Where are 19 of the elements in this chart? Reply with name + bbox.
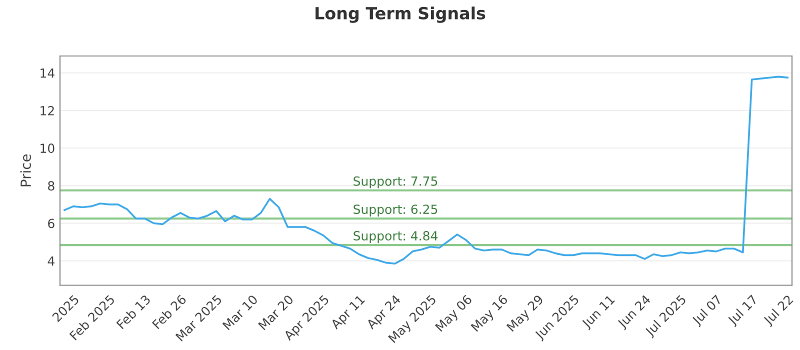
x-tick-label: Mar 10: [222, 294, 258, 330]
chart-title: Long Term Signals: [316, 6, 486, 23]
y-tick-label: 10: [40, 144, 54, 154]
x-tick-label: Jul 22: [762, 294, 796, 328]
y-axis-title: Price: [20, 154, 31, 186]
y-tick-label: 14: [40, 68, 54, 78]
x-tick-label: Jul 17: [726, 294, 760, 328]
y-tick-label: 12: [40, 106, 54, 116]
ref-line-label: Support: 4.84: [354, 231, 438, 243]
x-tick-label: Apr 11: [330, 294, 367, 332]
ref-line-label: Support: 6.25: [354, 204, 438, 216]
ref-line-label: Support: 7.75: [354, 176, 438, 188]
line-series: [64, 76, 788, 265]
y-tick-label: 8: [48, 181, 54, 191]
y-tick-label: 6: [48, 218, 54, 228]
x-tick-label: Jul 07: [690, 294, 724, 328]
x-tick-label: Feb 13: [116, 294, 151, 330]
y-tick-label: 4: [48, 256, 54, 266]
x-tick-label: Jun 11: [580, 294, 617, 330]
